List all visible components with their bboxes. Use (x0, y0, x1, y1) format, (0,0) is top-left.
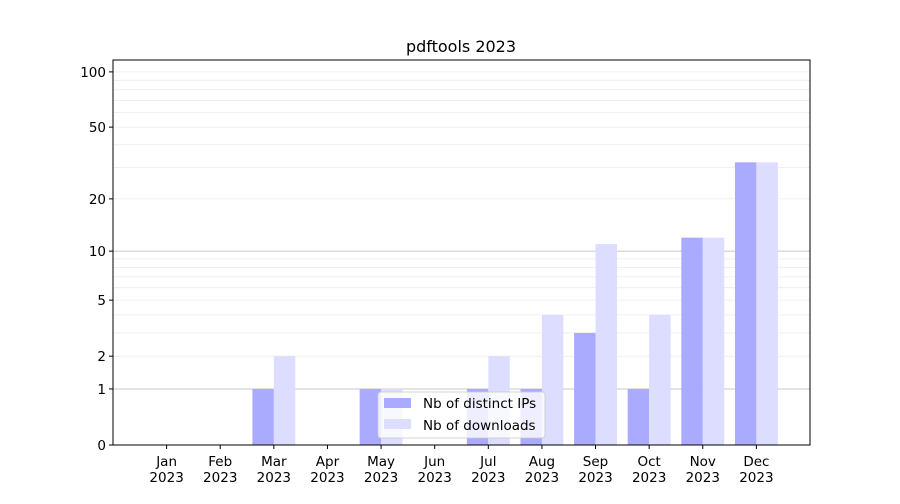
y-axis: 0 1 2 5 10 20 50 100 (80, 65, 113, 454)
bar-downloads (595, 244, 617, 445)
bar-ips (574, 332, 596, 445)
x-tick-label: Dec 2023 (739, 454, 773, 486)
bar-downloads (541, 314, 564, 445)
gridlines (113, 71, 810, 390)
bar-downloads (702, 237, 725, 445)
bar-ips (359, 388, 382, 445)
bar-ips (681, 237, 703, 445)
y-tick-label: 5 (97, 293, 106, 309)
bar-downloads (273, 356, 296, 445)
bar-downloads (756, 162, 778, 445)
legend-label-ips: Nb of distinct IPs (423, 396, 536, 412)
x-axis: Jan 2023 Feb 2023 Mar 2023 Apr 2023 May 2023 Jun 20… (149, 445, 774, 486)
legend: Nb of distinct IPs Nb of downloads (377, 391, 546, 439)
x-tick-label: Mar 2023 (257, 454, 291, 486)
x-tick-label: Jan 2023 (149, 454, 183, 486)
chart-title: pdftools 2023 (406, 37, 516, 56)
x-tick-label: Jun 2023 (418, 454, 452, 486)
legend-label-downloads: Nb of downloads (423, 418, 536, 434)
y-tick-label: 10 (89, 244, 106, 260)
x-tick-label: Oct 2023 (632, 454, 666, 486)
x-tick-label: Apr 2023 (310, 454, 344, 486)
legend-swatch-ips (384, 398, 411, 408)
y-tick-label: 2 (97, 349, 106, 365)
x-tick-label: Feb 2023 (203, 454, 237, 486)
bar-ips (627, 388, 650, 445)
x-tick-label: Aug 2023 (525, 454, 559, 486)
y-tick-label: 20 (89, 192, 106, 208)
bar-ips (252, 388, 274, 445)
x-tick-label: Sep 2023 (578, 454, 612, 486)
x-tick-label: Nov 2023 (686, 454, 720, 486)
y-tick-label: 100 (80, 65, 106, 81)
bar-downloads (649, 314, 671, 445)
axes-frame (112, 59, 811, 446)
x-tick-label: May 2023 (364, 454, 398, 486)
y-tick-label: 0 (97, 438, 106, 454)
bar-ips (734, 162, 757, 445)
legend-swatch-downloads (384, 419, 411, 429)
y-tick-label: 50 (89, 120, 106, 136)
y-tick-label: 1 (97, 382, 106, 398)
x-tick-label: Jul 2023 (471, 454, 505, 486)
